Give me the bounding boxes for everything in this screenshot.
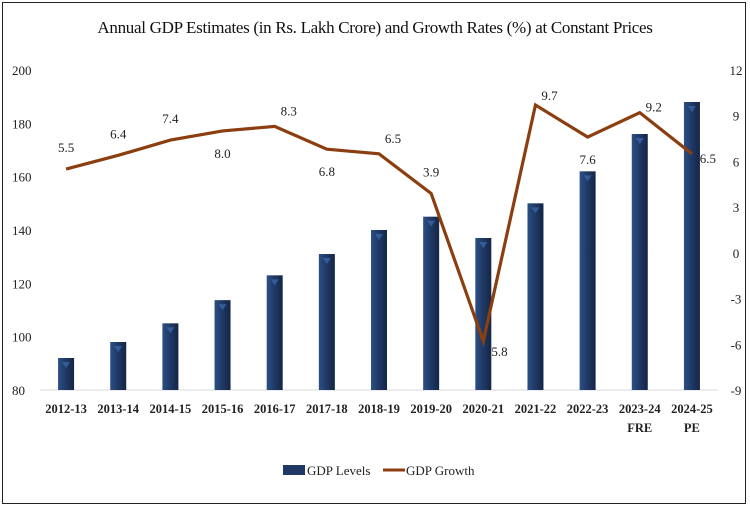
data-label-gdp-growth: 6.5 [385,131,401,146]
bar-gdp-level [423,216,440,390]
x-axis-tick-label: 2017-18 [306,402,348,416]
x-axis-tick-label: FRE [627,421,652,435]
right-axis-tick-label: 9 [733,109,740,124]
bar-gdp-level [475,238,492,390]
bar-gdp-level [162,323,179,390]
line-gdp-growth [65,102,693,348]
right-axis-tick-label: -6 [731,337,742,352]
right-axis-tick-label: 3 [733,200,740,215]
x-axis-tick-label: 2016-17 [254,402,296,416]
x-axis-tick-label: 2019-20 [410,402,452,416]
bar-highlight [479,242,488,248]
data-label-gdp-growth: 9.7 [541,88,558,103]
x-axis-tick-label: 2018-19 [358,402,400,416]
bar-highlight [531,207,540,214]
bar-highlight [322,258,331,264]
right-axis-tick-label: -9 [731,383,742,398]
left-axis-tick-label: 180 [12,116,32,131]
legend-label-gdp-growth: GDP Growth [406,463,475,478]
bar-gdp-level [683,102,700,390]
bar-gdp-level [631,134,648,390]
x-axis-tick-label: 2023-24 [619,402,661,416]
bar-highlight [427,220,436,227]
right-axis-tick-label: 0 [733,246,740,261]
bar-gdp-level [266,275,283,390]
data-label-gdp-growth: 9.2 [646,100,662,115]
legend-label-gdp-levels: GDP Levels [307,463,370,478]
bar-highlight [114,346,123,352]
x-axis-tick-label: 2020-21 [462,402,504,416]
data-label-gdp-growth: 6.5 [700,151,716,166]
bar-gdp-level [371,230,387,390]
x-axis-tick-label: 2012-13 [45,402,87,416]
x-axis-tick-label: 2015-16 [202,402,244,416]
bar-highlight [166,327,175,334]
x-axis-tick-label: 2024-25 [671,402,713,416]
data-label-gdp-growth: 3.9 [423,164,439,179]
data-label-gdp-growth: 5.5 [58,140,74,155]
bar-highlight [218,304,227,311]
bar-highlight [270,279,279,286]
bar-highlight [635,138,644,144]
data-label-gdp-growth: 7.6 [579,152,596,167]
legend-swatch-gdp-levels [283,465,305,475]
bar-gdp-level [318,254,335,390]
data-label-gdp-growth: 8.0 [214,146,230,161]
bar-gdp-level [110,342,127,390]
left-axis-tick-label: 80 [12,383,25,398]
right-axis-tick-label: 12 [730,63,743,78]
x-axis-tick-label: 2014-15 [150,402,192,416]
bar-highlight [583,175,592,182]
x-axis-tick-label: PE [684,421,700,435]
bar-highlight [375,234,383,240]
bar-gdp-level [58,358,75,390]
data-label-gdp-growth: 7.4 [162,111,179,126]
bar-highlight [62,362,71,368]
x-axis-tick-label: 2013-14 [97,402,139,416]
data-label-gdp-growth: 6.4 [110,126,127,141]
x-axis-tick-label: 2021-22 [515,402,557,416]
bar-gdp-level [214,300,231,390]
x-axis-tick-label: 2022-23 [567,402,609,416]
right-axis-tick-label: 6 [733,154,740,169]
bar-highlight [687,106,696,112]
left-axis-tick-label: 120 [12,276,32,291]
right-axis-tick-label: -3 [731,292,742,307]
left-axis-tick-label: 100 [12,330,32,345]
left-axis-tick-label: 200 [12,63,32,78]
data-label-gdp-growth: 8.3 [281,103,297,118]
bar-gdp-level [579,171,596,390]
left-axis-tick-label: 160 [12,170,32,185]
chart-title: Annual GDP Estimates (in Rs. Lakh Crore)… [97,18,653,37]
data-label-gdp-growth: -5.8 [487,344,508,359]
data-label-gdp-growth: 6.8 [319,164,335,179]
bar-gdp-level [527,203,544,390]
left-axis-tick-label: 140 [12,223,32,238]
